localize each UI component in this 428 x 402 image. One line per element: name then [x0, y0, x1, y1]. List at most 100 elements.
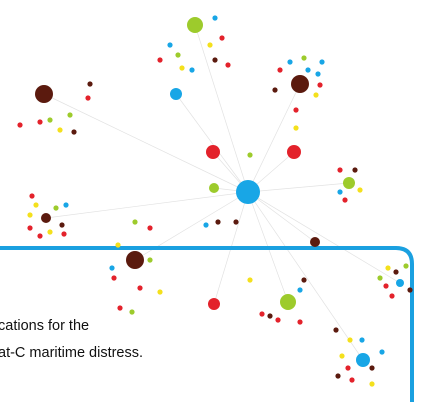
network-dot — [385, 265, 390, 270]
network-dot — [352, 167, 357, 172]
network-hub — [280, 294, 296, 310]
network-dot — [407, 287, 412, 292]
network-link — [195, 25, 248, 192]
network-dot — [63, 202, 68, 207]
network-dot — [57, 127, 62, 132]
network-dot — [403, 263, 408, 268]
network-dot — [37, 233, 42, 238]
network-dot — [272, 87, 277, 92]
network-dot — [61, 231, 66, 236]
network-hub — [209, 183, 219, 193]
network-hub — [35, 85, 53, 103]
network-dot — [189, 67, 194, 72]
network-dot — [85, 95, 90, 100]
network-dot — [87, 81, 92, 86]
network-dot — [339, 353, 344, 358]
network-dot — [47, 229, 52, 234]
network-hub — [170, 88, 182, 100]
network-dot — [147, 225, 152, 230]
network-link — [248, 192, 315, 242]
network-dot — [233, 219, 238, 224]
network-link — [248, 84, 300, 192]
network-dot — [219, 35, 224, 40]
network-dot — [109, 265, 114, 270]
network-dot — [27, 225, 32, 230]
network-dot — [297, 319, 302, 324]
network-link — [46, 192, 248, 218]
network-hub — [343, 177, 355, 189]
network-dot — [179, 65, 184, 70]
network-dot — [225, 62, 230, 67]
network-dot — [379, 349, 384, 354]
network-hub — [126, 251, 144, 269]
network-dot — [301, 277, 306, 282]
network-hub — [291, 75, 309, 93]
network-hub — [356, 353, 370, 367]
network-dot — [342, 197, 347, 202]
network-dot — [275, 317, 280, 322]
network-hub — [396, 279, 404, 287]
network-dot — [53, 205, 58, 210]
network-dot — [277, 67, 282, 72]
network-dot — [297, 287, 302, 292]
network-dot — [259, 311, 264, 316]
network-dot — [203, 222, 208, 227]
network-dot — [319, 59, 324, 64]
page: cations for the at-C maritime distress. … — [0, 0, 428, 402]
network-dot — [147, 257, 152, 262]
network-dot — [305, 67, 310, 72]
network-dot — [337, 189, 342, 194]
network-dot — [132, 219, 137, 224]
network-link — [248, 192, 363, 360]
network-dot — [167, 42, 172, 47]
network-dot — [287, 59, 292, 64]
network-hub — [206, 145, 220, 159]
scene: cations for the at-C maritime distress. — [0, 0, 428, 402]
network-dot — [17, 122, 22, 127]
network-dot — [67, 112, 72, 117]
network-dot — [313, 92, 318, 97]
network-dot — [59, 222, 64, 227]
network-dot — [71, 129, 76, 134]
network-dot — [37, 119, 42, 124]
network-dot — [377, 275, 382, 280]
network-dot — [175, 52, 180, 57]
network-dot — [357, 187, 362, 192]
network-hub — [208, 298, 220, 310]
network-dot — [207, 42, 212, 47]
network-hub — [41, 213, 51, 223]
network-dot — [115, 242, 120, 247]
network-dot — [315, 71, 320, 76]
network-dot — [337, 167, 342, 172]
network-links — [44, 25, 400, 360]
network-dot — [317, 82, 322, 87]
network-dot — [389, 293, 394, 298]
network-dot — [212, 57, 217, 62]
network-hub — [310, 237, 320, 247]
network-dot — [215, 219, 220, 224]
network-link — [248, 192, 400, 283]
network-dot — [212, 15, 217, 20]
network-dot — [117, 305, 122, 310]
network-dot — [383, 283, 388, 288]
network-dot — [27, 212, 32, 217]
network-dot — [293, 125, 298, 130]
network-dot — [393, 269, 398, 274]
network-hub — [187, 17, 203, 33]
network-center — [236, 180, 260, 204]
network-dot — [369, 365, 374, 370]
network-dot — [301, 55, 306, 60]
network-dot — [157, 57, 162, 62]
network-dot — [247, 152, 252, 157]
network-link — [176, 94, 248, 192]
network-dot — [33, 202, 38, 207]
panel-text-line: cations for the — [0, 318, 89, 334]
network-dot — [29, 193, 34, 198]
network-dot — [129, 309, 134, 314]
network-dot — [345, 365, 350, 370]
network-dot — [267, 313, 272, 318]
network-dot — [349, 377, 354, 382]
network-dot — [111, 275, 116, 280]
network-dot — [293, 107, 298, 112]
network-link — [248, 183, 349, 192]
